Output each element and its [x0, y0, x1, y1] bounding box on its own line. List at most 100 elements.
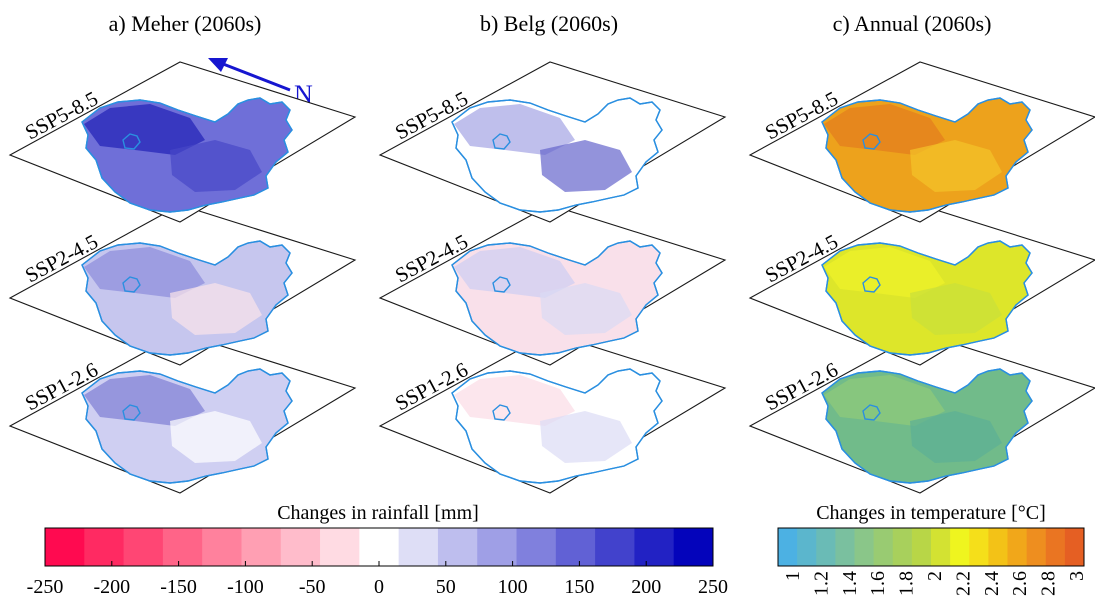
anomaly-patch [540, 283, 632, 335]
colorbar-swatch [816, 528, 836, 566]
north-arrow-icon [208, 58, 291, 92]
map-layer-ssp2-4.5: SSP2-4.5 [8, 204, 357, 366]
panel-title-belg: b) Belg (2060s) [480, 11, 618, 36]
colorbar-swatch [969, 528, 989, 566]
region-boundary [451, 240, 663, 356]
rain-colorbar-ticks: -250 -200 -150 -100 -50 0 50 100 150 200 250 [27, 561, 728, 598]
anomaly-patch [170, 140, 262, 192]
anomaly-patch [170, 283, 262, 335]
region-boundary [81, 240, 293, 356]
map-layer-ssp5-8.5: SSP5-8.5 [748, 61, 1095, 223]
colorbar-swatch [931, 528, 951, 566]
temp-tick-label: 2.4 [981, 571, 1003, 596]
colorbar-swatch [1026, 528, 1047, 566]
anomaly-patch [84, 375, 205, 426]
temp-tick-label: 2.8 [1038, 571, 1060, 596]
lake-outline [492, 404, 511, 421]
colorbar-swatch [398, 528, 439, 566]
lake-outline [122, 276, 141, 293]
map-layer-ssp1-2.6: SSP1-2.6 [748, 332, 1095, 494]
anomaly-patch [540, 411, 632, 463]
temp-tick-label: 2.6 [1009, 571, 1031, 596]
rain-tick-label: 250 [698, 576, 728, 598]
lake-outline [492, 276, 511, 293]
anomaly-patch [540, 140, 632, 192]
region-boundary [821, 368, 1033, 484]
rain-tick-label: -50 [299, 576, 326, 598]
region-boundary [451, 368, 663, 484]
panel-title-annual: c) Annual (2060s) [833, 11, 992, 36]
anomaly-patch [824, 375, 945, 426]
rain-colorbar-title: Changes in rainfall [mm] [277, 502, 479, 524]
temp-tick-label: 2.2 [952, 571, 974, 596]
colorbar-swatch [854, 528, 875, 566]
map-layer-ssp5-8.5: SSP5-8.5 [378, 61, 727, 223]
colorbar-swatch [162, 528, 203, 566]
colorbar-swatch [516, 528, 557, 566]
map-layer-ssp2-4.5: SSP2-4.5 [748, 204, 1095, 366]
colorbar-swatch [123, 528, 164, 566]
anomaly-patch [170, 411, 262, 463]
temp-colorbar-title: Changes in temperature [°C] [816, 502, 1046, 524]
anomaly-patch [84, 247, 205, 298]
anomaly-patch [824, 104, 945, 155]
colorbar-swatch [911, 528, 932, 566]
lake-outline [862, 133, 881, 150]
colorbar-swatch [477, 528, 518, 566]
colorbar-swatch [359, 528, 400, 566]
lake-outline [122, 404, 141, 421]
colorbar-swatch [437, 528, 478, 566]
region-boundary [821, 240, 1033, 356]
rain-tick-label: -200 [93, 576, 130, 598]
temp-tick-label: 1 [782, 571, 804, 581]
rain-tick-label: 150 [564, 576, 594, 598]
colorbar-swatch [202, 528, 242, 566]
anomaly-patch [910, 140, 1002, 192]
colorbar-swatch [320, 528, 360, 566]
colorbar-frame [777, 527, 1085, 567]
rain-colorbar [44, 527, 714, 567]
map-layers: SSP1-2.6SSP2-4.5SSP5-8.5SSP1-2.6SSP2-4.5… [8, 61, 1095, 494]
temp-tick-label: 2 [924, 571, 946, 581]
temp-tick-label: 1.6 [867, 571, 889, 596]
temp-tick-label: 3 [1066, 571, 1088, 581]
panel-title-meher: a) Meher (2060s) [109, 11, 262, 36]
anomaly-patch [454, 247, 575, 298]
rain-tick-label: -250 [27, 576, 64, 598]
rain-tick-label: 50 [436, 576, 456, 598]
temp-colorbar [777, 527, 1085, 567]
colorbar-swatch [778, 528, 798, 566]
colorbar-swatch [280, 528, 321, 566]
lake-outline [492, 133, 511, 150]
colorbar-swatch [873, 528, 894, 566]
anomaly-patch [824, 247, 945, 298]
colorbar-swatch [1064, 528, 1085, 566]
colorbar-swatch [1045, 528, 1066, 566]
anomaly-patch [454, 375, 575, 426]
lake-outline [862, 404, 881, 421]
colorbar-swatch [673, 528, 714, 566]
lake-outline [122, 133, 141, 150]
rain-tick-label: -150 [160, 576, 197, 598]
region-boundary [821, 97, 1033, 213]
rain-tick-label: -100 [227, 576, 264, 598]
lake-outline [862, 276, 881, 293]
colorbar-swatch [634, 528, 675, 566]
temp-tick-label: 1.8 [896, 571, 918, 596]
temp-colorbar-ticks: 1 1.2 1.4 1.6 1.8 2 2.2 2.4 2.6 2.8 3 [782, 571, 1088, 596]
anomaly-patch [910, 411, 1002, 463]
rain-tick-label: 100 [498, 576, 528, 598]
anomaly-patch [84, 104, 205, 155]
map-layer-ssp1-2.6: SSP1-2.6 [378, 332, 727, 494]
colorbar-swatch [84, 528, 125, 566]
region-boundary [451, 97, 663, 213]
colorbar-swatch [45, 528, 85, 566]
temp-tick-label: 1.2 [810, 571, 832, 596]
colorbar-swatch [892, 528, 913, 566]
temp-tick-label: 1.4 [839, 571, 861, 596]
colorbar-swatch [797, 528, 817, 566]
map-layer-ssp2-4.5: SSP2-4.5 [378, 204, 727, 366]
colorbar-swatch [835, 528, 855, 566]
rain-tick-label: 0 [374, 576, 384, 598]
